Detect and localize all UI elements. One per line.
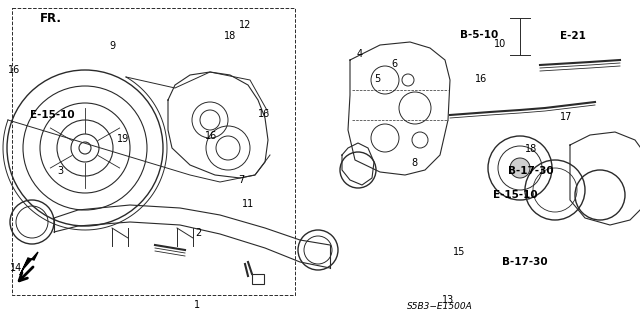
Text: 3: 3	[58, 166, 64, 176]
Text: 10: 10	[494, 39, 507, 49]
Text: 18: 18	[525, 144, 538, 154]
Text: 2: 2	[195, 228, 202, 238]
Text: B-5-10: B-5-10	[460, 30, 498, 40]
Text: 16: 16	[8, 64, 20, 75]
Text: 8: 8	[412, 158, 418, 168]
Text: 16: 16	[258, 109, 271, 119]
Text: 13: 13	[442, 295, 454, 305]
Text: B-17-30: B-17-30	[502, 256, 548, 267]
Text: 1: 1	[194, 300, 200, 310]
Text: 9: 9	[109, 41, 115, 51]
Text: E-21: E-21	[560, 31, 586, 41]
Text: 18: 18	[224, 31, 237, 41]
Text: 12: 12	[239, 20, 252, 30]
Bar	[252, 274, 264, 284]
Text: FR.: FR.	[40, 12, 62, 25]
Polygon shape	[20, 252, 38, 275]
Text: 19: 19	[116, 134, 129, 144]
Text: 15: 15	[453, 247, 466, 257]
Text: 16: 16	[475, 74, 488, 84]
Text: B-17-30: B-17-30	[508, 166, 554, 176]
Text: 6: 6	[392, 59, 398, 69]
Text: 5: 5	[374, 74, 381, 84]
Text: 11: 11	[242, 199, 255, 209]
Text: 7: 7	[238, 175, 244, 185]
Text: 16: 16	[205, 130, 218, 141]
Text: 4: 4	[356, 48, 363, 59]
Text: E-15-10: E-15-10	[30, 110, 75, 120]
Text: S5B3−E1500A: S5B3−E1500A	[408, 302, 473, 311]
Text: 14: 14	[10, 263, 22, 273]
Text: 17: 17	[560, 112, 573, 122]
Text: E-15-10: E-15-10	[493, 189, 538, 200]
Circle shape	[510, 158, 530, 178]
